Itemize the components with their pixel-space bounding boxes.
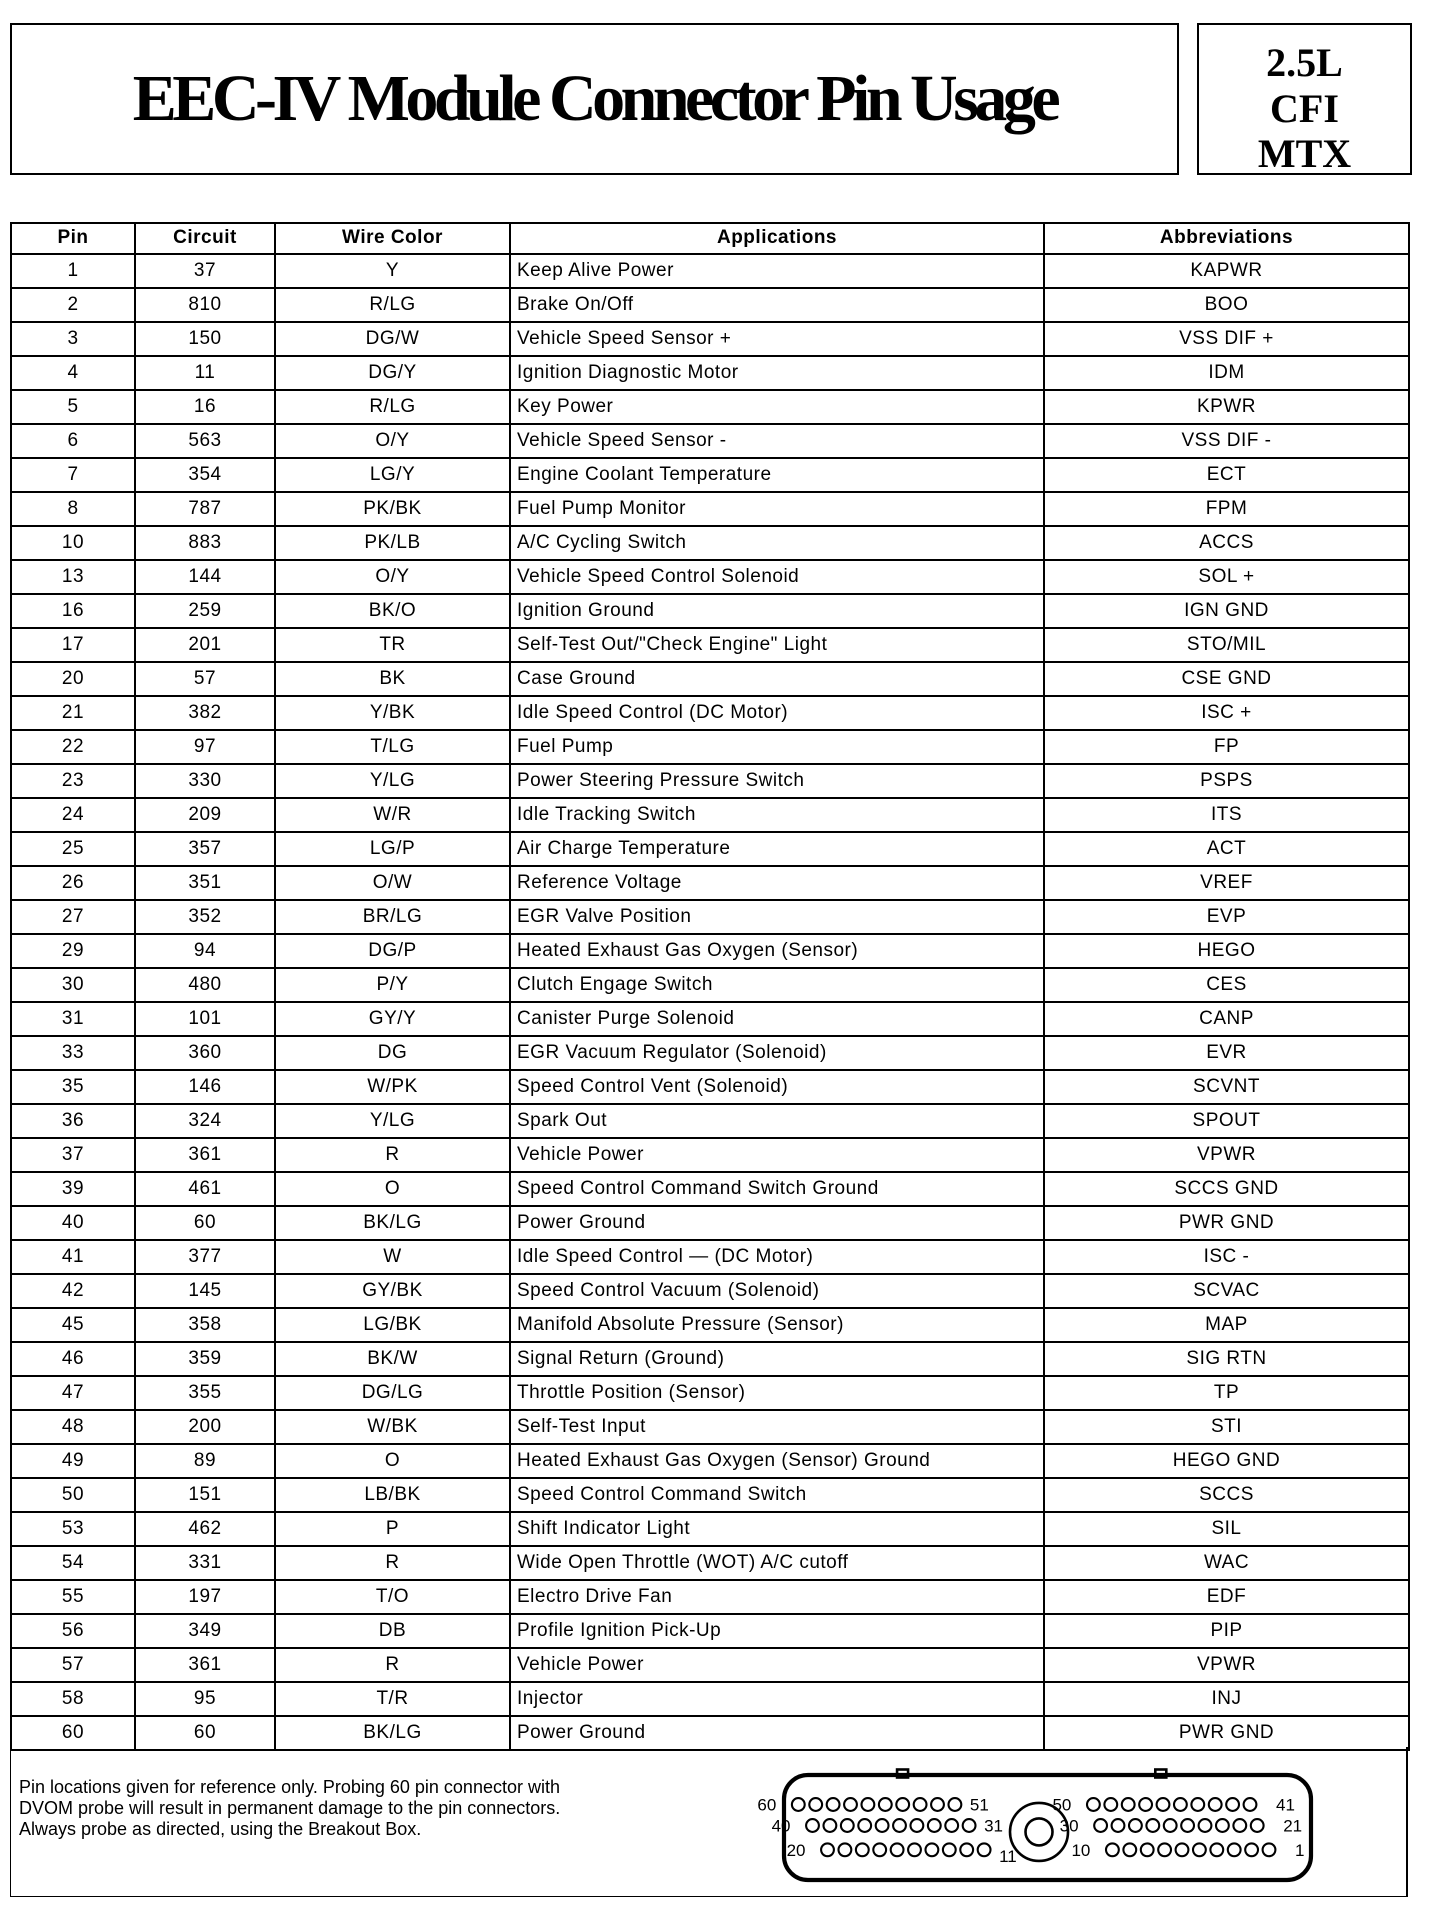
svg-text:60: 60	[757, 1796, 776, 1815]
svg-text:20: 20	[787, 1841, 806, 1860]
svg-text:51: 51	[970, 1796, 989, 1815]
svg-text:1: 1	[1295, 1841, 1304, 1860]
svg-text:11: 11	[999, 1847, 1017, 1866]
svg-text:41: 41	[1276, 1796, 1295, 1815]
svg-text:31: 31	[984, 1817, 1003, 1836]
svg-text:40: 40	[772, 1817, 791, 1836]
svg-text:21: 21	[1283, 1817, 1302, 1836]
svg-text:50: 50	[1052, 1796, 1071, 1815]
svg-text:10: 10	[1071, 1841, 1090, 1860]
svg-text:30: 30	[1060, 1817, 1079, 1836]
